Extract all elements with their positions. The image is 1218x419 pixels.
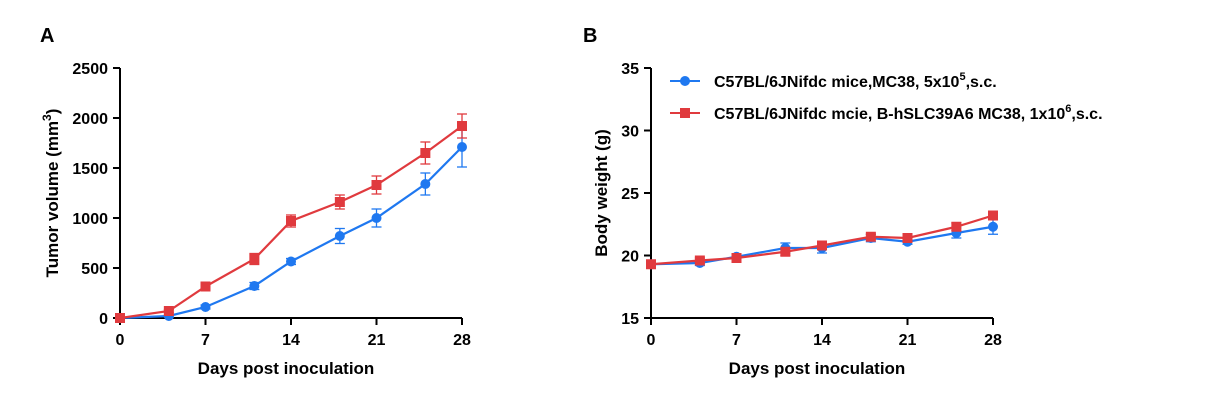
panel-label-b: B: [583, 25, 597, 47]
data-point-square: [286, 216, 296, 226]
legend-label-series1: C57BL/6JNifdc mice,MC38, 5x105,s.c.: [714, 71, 997, 91]
panel-b-y-title: Body weight (g): [592, 129, 611, 256]
panel-a-chart: Days post inoculation Tumor volume (mm3)…: [40, 61, 471, 378]
data-point-square: [334, 197, 345, 207]
data-point-square: [457, 121, 467, 131]
y-tick-label: 2000: [72, 111, 108, 128]
y-tick-label: 2500: [72, 61, 108, 78]
legend-marker-square: [680, 108, 690, 118]
x-tick-label: 14: [813, 332, 831, 349]
data-point-square: [163, 306, 174, 316]
data-point-square: [780, 246, 791, 257]
y-tick-label: 15: [621, 311, 639, 328]
data-point-square: [115, 313, 125, 323]
x-tick-label: 21: [899, 332, 917, 349]
x-tick-label: 21: [368, 332, 386, 349]
data-point-square: [865, 231, 876, 242]
y-tick-label: 25: [621, 186, 639, 203]
data-point-square: [249, 254, 260, 264]
y-tick-label: 30: [621, 124, 639, 141]
data-point-square: [902, 233, 913, 243]
data-point-square: [817, 240, 827, 251]
panel-label-a: A: [40, 25, 54, 47]
y-tick-label: 500: [81, 261, 108, 278]
data-point-square: [694, 255, 705, 266]
panel-a-y-title: Tumor volume (mm3): [40, 109, 62, 278]
x-tick-label: 7: [201, 332, 210, 349]
series-line-1: [119, 146, 463, 320]
legend-label-series2: C57BL/6JNifdc mcie, B-hSLC39A6 MC38, 1x1…: [714, 103, 1103, 123]
data-point-circle: [249, 281, 260, 291]
data-point-circle: [457, 142, 467, 152]
legend-entry-series2: C57BL/6JNifdc mcie, B-hSLC39A6 MC38, 1x1…: [670, 103, 1103, 123]
data-point-circle: [200, 302, 211, 312]
data-point-square: [646, 259, 656, 270]
y-tick-label: 1500: [72, 161, 108, 178]
data-point-square: [371, 180, 382, 190]
data-point-circle: [334, 231, 345, 241]
x-tick-label: 0: [647, 332, 656, 349]
data-point-square: [988, 210, 998, 221]
panel-b-chart: Days post inoculation Body weight (g) 0 7…: [592, 61, 1002, 378]
data-point-square: [420, 148, 431, 158]
y-tick-label: 35: [621, 61, 639, 78]
x-tick-label: 28: [453, 332, 471, 349]
data-point-circle: [286, 256, 296, 267]
y-tick-label: 0: [99, 311, 108, 328]
y-tick-label: 20: [621, 249, 639, 266]
x-tick-label: 28: [984, 332, 1002, 349]
panel-a-x-title: Days post inoculation: [198, 359, 375, 378]
legend: C57BL/6JNifdc mice,MC38, 5x105,s.c. C57B…: [670, 71, 1103, 123]
panel-b-x-title: Days post inoculation: [729, 359, 906, 378]
data-point-circle: [371, 213, 382, 223]
data-point-square: [951, 221, 962, 232]
y-tick-label: 1000: [72, 211, 108, 228]
data-point-circle: [420, 179, 431, 189]
x-tick-label: 0: [116, 332, 125, 349]
x-tick-label: 7: [732, 332, 741, 349]
data-point-circle: [988, 221, 998, 232]
legend-marker-circle: [680, 76, 690, 86]
data-point-square: [200, 281, 211, 292]
x-tick-label: 14: [282, 332, 300, 349]
data-point-square: [731, 253, 742, 263]
legend-entry-series1: C57BL/6JNifdc mice,MC38, 5x105,s.c.: [670, 71, 997, 91]
